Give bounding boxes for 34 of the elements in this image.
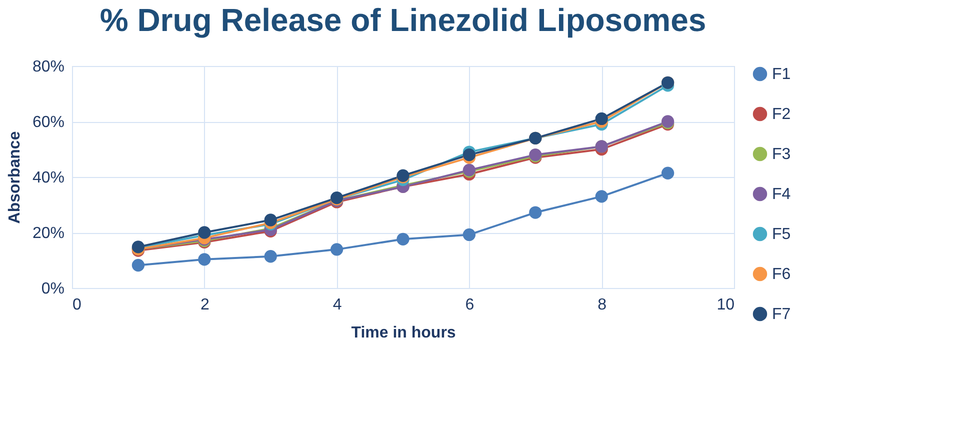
y-tick-label: 0% (41, 280, 64, 298)
point (198, 226, 211, 239)
point (198, 253, 211, 266)
y-tick-label: 60% (32, 114, 64, 131)
point (264, 250, 277, 263)
legend-label: F1 (772, 66, 791, 83)
point (595, 190, 608, 203)
y-tick-label: 40% (32, 170, 64, 186)
y-tick-label: 20% (32, 225, 64, 242)
point (661, 166, 674, 180)
x-tick-label: 0 (72, 296, 82, 314)
x-tick-label: 6 (465, 296, 474, 314)
point (396, 232, 410, 246)
point (462, 148, 476, 162)
point (529, 206, 542, 219)
point (595, 112, 608, 126)
point (264, 214, 277, 226)
point (330, 243, 344, 256)
chart-title: % Drug Release of Linezolid Liposomes (100, 2, 706, 38)
x-axis-title: Time in hours (351, 324, 456, 342)
x-tick-label: 10 (716, 296, 735, 314)
legend-label: F7 (772, 306, 791, 323)
point (462, 228, 476, 242)
legend-label: F2 (772, 106, 791, 123)
y-tick-label: 80% (32, 58, 64, 76)
legend-label: F3 (772, 146, 791, 163)
x-tick-label: 8 (598, 296, 607, 314)
point (132, 258, 145, 272)
y-axis-title: Absorbance (6, 131, 24, 224)
legend-label: F6 (772, 266, 791, 283)
legend-label: F4 (772, 186, 791, 203)
x-tick-label: 2 (200, 296, 210, 314)
legend-label: F5 (772, 226, 791, 243)
x-tick-label: 4 (332, 296, 342, 314)
